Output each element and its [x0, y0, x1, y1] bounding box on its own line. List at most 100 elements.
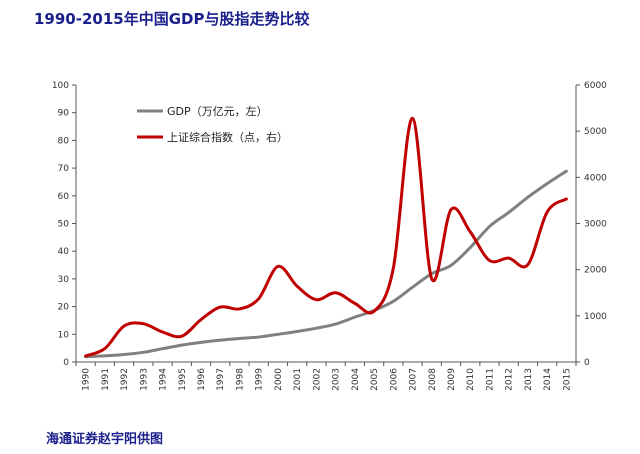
index-data-point: [372, 310, 376, 313]
gdp-data-point: [545, 182, 549, 185]
x-tick-label: 2011: [485, 368, 495, 391]
left-tick-label: 50: [58, 220, 70, 230]
index-data-point: [219, 305, 222, 309]
left-tick-label: 10: [58, 330, 70, 340]
index-series-line: [84, 116, 568, 358]
left-tick-label: 20: [58, 303, 70, 313]
x-tick-label: 2010: [466, 368, 476, 391]
index-data-point: [103, 347, 107, 350]
right-tick-label: 0: [584, 358, 590, 368]
gdp-data-point: [488, 225, 491, 228]
index-data-point: [469, 230, 472, 234]
x-tick-label: 2012: [505, 368, 515, 391]
index-data-point: [488, 259, 491, 262]
left-tick-label: 70: [58, 164, 70, 174]
x-tick-label: 1999: [255, 368, 265, 391]
gdp-data-point: [411, 286, 414, 289]
gdp-data-point: [103, 354, 107, 358]
gdp-data-point: [295, 330, 299, 333]
chart-series: [84, 116, 568, 359]
index-data-point: [199, 318, 203, 321]
index-data-point: [295, 285, 299, 288]
x-tick-label: 2007: [409, 368, 419, 391]
gdp-data-point: [526, 195, 530, 199]
chart-axes: 0102030405060708090100010002000300040005…: [52, 81, 607, 391]
index-data-point: [276, 265, 280, 268]
index-data-point: [430, 277, 433, 281]
index-data-point: [507, 256, 510, 260]
right-tick-label: 3000: [584, 220, 607, 230]
x-tick-label: 1992: [120, 368, 130, 391]
index-data-point: [353, 302, 357, 305]
x-tick-label: 2002: [312, 368, 322, 391]
left-tick-label: 90: [58, 109, 70, 119]
left-tick-label: 60: [58, 192, 70, 202]
gdp-data-point: [142, 351, 145, 354]
chart-legend: GDP（万亿元，左） 上证综合指数（点，右）: [137, 105, 288, 144]
index-data-point: [449, 208, 453, 211]
left-tick-label: 100: [52, 81, 69, 91]
left-tick-label: 80: [58, 136, 70, 146]
x-tick-label: 2006: [389, 368, 399, 391]
x-tick-label: 1998: [235, 368, 245, 391]
index-data-point: [257, 297, 260, 300]
index-data-point: [238, 307, 241, 311]
x-tick-label: 1997: [216, 368, 226, 391]
x-tick-label: 2009: [447, 368, 457, 391]
x-tick-label: 2008: [428, 368, 438, 391]
left-tick-label: 40: [58, 247, 70, 257]
legend-label: GDP（万亿元，左）: [167, 105, 268, 118]
gdp-data-point: [353, 315, 357, 319]
gdp-data-point: [392, 300, 395, 303]
gdp-data-point: [122, 353, 126, 356]
right-tick-label: 1000: [584, 312, 607, 322]
x-tick-label: 2013: [524, 368, 534, 391]
left-tick-label: 0: [63, 358, 69, 368]
gdp-data-point: [180, 343, 183, 347]
x-tick-label: 1990: [82, 368, 92, 391]
x-tick-label: 2001: [293, 368, 303, 391]
right-tick-label: 2000: [584, 266, 607, 276]
index-data-point: [411, 117, 414, 120]
x-tick-label: 2003: [332, 368, 342, 391]
index-data-point: [142, 322, 145, 325]
right-tick-label: 6000: [584, 81, 607, 91]
index-data-point: [392, 267, 395, 270]
x-tick-label: 2004: [351, 368, 361, 391]
x-tick-label: 1991: [101, 368, 111, 391]
gdp-data-point: [449, 264, 453, 267]
gdp-data-point: [199, 341, 203, 344]
legend-label: 上证综合指数（点，右）: [167, 130, 288, 144]
x-tick-label: 1995: [178, 368, 188, 391]
index-data-point: [565, 197, 568, 201]
gdp-data-point: [565, 169, 568, 173]
index-data-point: [122, 324, 126, 328]
index-data-point: [315, 298, 318, 301]
x-tick-label: 2015: [562, 368, 572, 391]
gdp-series-line: [84, 169, 568, 359]
gdp-data-point: [238, 337, 241, 340]
gdp-data-point: [161, 347, 164, 350]
left-tick-label: 30: [58, 275, 70, 285]
right-tick-label: 5000: [584, 127, 607, 137]
gdp-data-point: [219, 338, 222, 342]
x-tick-label: 2014: [543, 368, 553, 391]
x-tick-label: 1994: [159, 368, 169, 391]
right-tick-label: 4000: [584, 173, 607, 183]
gdp-data-point: [257, 335, 260, 339]
index-data-point: [180, 334, 183, 338]
gdp-data-point: [334, 322, 337, 326]
x-tick-label: 2005: [370, 368, 380, 391]
index-data-point: [526, 263, 530, 266]
x-tick-label: 1996: [197, 368, 207, 391]
gdp-data-point: [507, 211, 510, 214]
index-data-point: [161, 330, 164, 334]
index-data-point: [545, 210, 549, 214]
gdp-data-point: [469, 246, 472, 249]
chart-title: 1990-2015年中国GDP与股指走势比较: [34, 10, 310, 28]
x-tick-label: 2000: [274, 368, 284, 391]
gdp-data-point: [315, 327, 318, 330]
image-credit: 海通证券赵宇阳供图: [46, 432, 164, 447]
index-data-point: [84, 354, 87, 358]
gdp-data-point: [276, 333, 280, 336]
